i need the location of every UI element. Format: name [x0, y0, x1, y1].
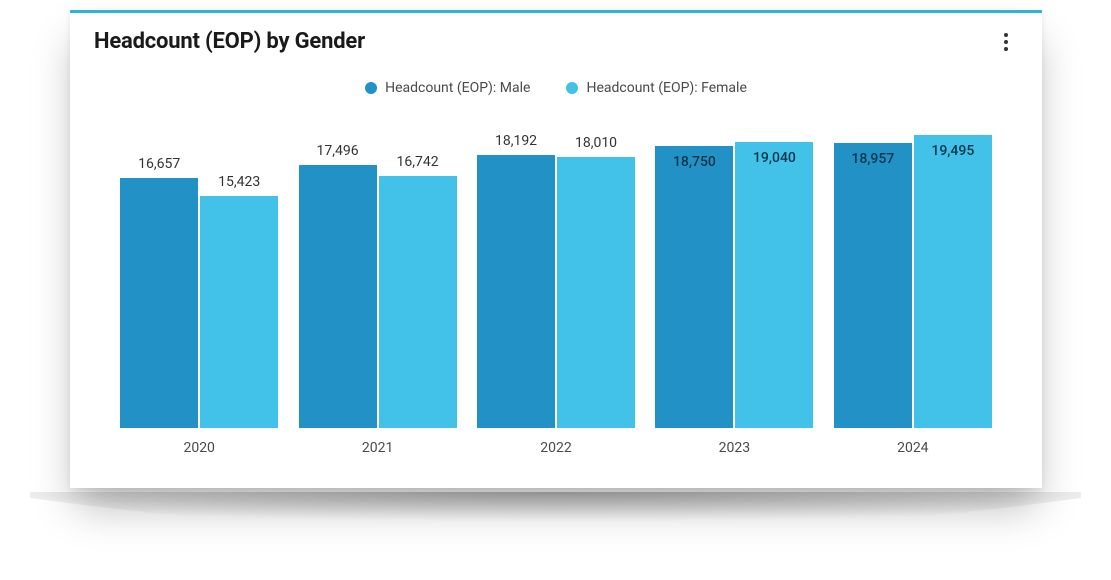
bar-value-label: 17,496	[317, 143, 359, 159]
kebab-dot-icon	[1004, 47, 1008, 51]
chart-plot-area: 16,657 15,423 17,496 16,742 18,192 18,010 18,7…	[100, 120, 1012, 428]
more-options-button[interactable]	[994, 30, 1018, 54]
bar-group: 16,657 15,423	[110, 156, 288, 428]
bar-group: 18,750 19,040	[645, 142, 823, 428]
xaxis-tick: 2024	[824, 440, 1002, 456]
bar-value-label: 19,495	[931, 143, 974, 159]
bar-value-label: 15,423	[218, 174, 260, 190]
chart-card: Headcount (EOP) by Gender Headcount (EOP…	[70, 10, 1042, 488]
card-header: Headcount (EOP) by Gender	[70, 13, 1042, 54]
bar-wrap: 18,750	[655, 146, 733, 428]
bar-male[interactable]	[299, 165, 377, 428]
legend-swatch-female	[566, 82, 578, 94]
bar-male[interactable]: 18,750	[655, 146, 733, 428]
xaxis-tick: 2023	[645, 440, 823, 456]
bar-value-label: 18,750	[673, 154, 716, 170]
chart-legend: Headcount (EOP): Male Headcount (EOP): F…	[70, 80, 1042, 96]
bar-wrap: 18,010	[557, 135, 635, 428]
bar-female[interactable]: 19,040	[735, 142, 813, 428]
kebab-dot-icon	[1004, 33, 1008, 37]
bar-wrap: 19,040	[735, 142, 813, 428]
bar-wrap: 15,423	[200, 174, 278, 428]
legend-item-male[interactable]: Headcount (EOP): Male	[365, 80, 530, 96]
xaxis-tick: 2021	[288, 440, 466, 456]
chart-xaxis: 20202021202220232024	[100, 440, 1012, 456]
bar-male[interactable]	[477, 155, 555, 428]
xaxis-tick: 2022	[467, 440, 645, 456]
legend-swatch-male	[365, 82, 377, 94]
kebab-dot-icon	[1004, 40, 1008, 44]
bar-value-label: 16,742	[397, 154, 439, 170]
bar-value-label: 19,040	[753, 150, 796, 166]
bar-wrap: 18,957	[834, 143, 912, 428]
bar-group: 18,957 19,495	[824, 135, 1002, 428]
bar-value-label: 18,957	[851, 151, 894, 167]
bar-group: 18,192 18,010	[467, 133, 645, 428]
bar-wrap: 16,657	[120, 156, 198, 428]
bar-male[interactable]: 18,957	[834, 143, 912, 428]
decorative-curved-shadow	[30, 492, 1081, 562]
bar-female[interactable]: 19,495	[914, 135, 992, 428]
bar-female[interactable]	[200, 196, 278, 428]
bar-wrap: 17,496	[299, 143, 377, 428]
bar-wrap: 16,742	[379, 154, 457, 428]
bar-female[interactable]	[557, 157, 635, 428]
bar-value-label: 18,010	[575, 135, 617, 151]
legend-label-female: Headcount (EOP): Female	[586, 80, 746, 96]
bar-female[interactable]	[379, 176, 457, 428]
legend-item-female[interactable]: Headcount (EOP): Female	[566, 80, 746, 96]
bar-value-label: 18,192	[495, 133, 537, 149]
bar-group: 17,496 16,742	[288, 143, 466, 428]
bar-value-label: 16,657	[138, 156, 180, 172]
legend-label-male: Headcount (EOP): Male	[385, 80, 530, 96]
bar-wrap: 18,192	[477, 133, 555, 428]
bar-wrap: 19,495	[914, 135, 992, 428]
card-title: Headcount (EOP) by Gender	[94, 29, 365, 54]
xaxis-tick: 2020	[110, 440, 288, 456]
bar-male[interactable]	[120, 178, 198, 428]
